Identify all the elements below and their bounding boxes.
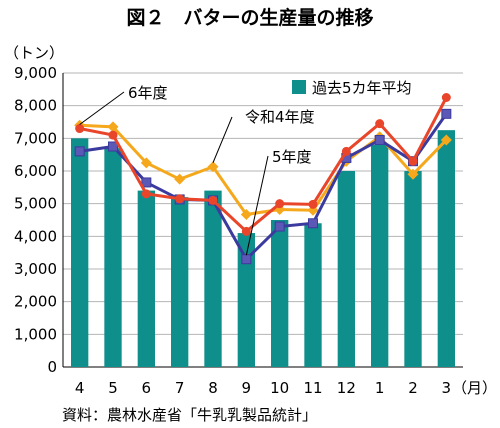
y-tick-label: 6,000 [14,162,57,180]
x-tick-label: 1 [375,379,385,397]
line-square [79,112,448,262]
y-axis-unit: （トン） [4,44,64,62]
callout-leader [245,155,269,256]
point-circle [308,199,318,209]
point-diamond [440,134,452,146]
point-diamond [240,208,252,220]
bar-3 [437,130,455,367]
point-circle [75,124,85,134]
point-circle [241,226,251,236]
callout-leader [212,116,233,163]
point-diamond [207,161,219,173]
point-square [141,177,152,188]
legend-swatch [292,80,306,94]
x-tick-label: 4 [75,379,85,397]
point-diamond [174,173,186,185]
point-circle [275,199,285,209]
point-square [274,221,285,232]
bar-7 [171,197,189,367]
y-tick-label: 2,000 [14,293,57,311]
bar-1 [371,144,389,367]
x-tick-label: 5 [108,379,118,397]
y-tick-label: 9,000 [14,64,57,82]
point-circle [208,195,218,205]
callout-label: 5年度 [272,148,312,166]
y-tick-label: 0 [47,358,57,376]
point-circle [341,146,351,156]
point-circle [408,156,418,166]
point-square [241,254,252,265]
bar-2 [404,171,422,367]
x-tick-label: 10 [270,379,289,397]
bar-11 [304,223,322,367]
point-circle [441,93,451,102]
point-square [374,134,385,145]
x-tick-label: 3 [442,379,452,397]
point-square [74,146,85,157]
point-square [441,108,452,119]
y-tick-label: 3,000 [14,260,57,278]
point-circle [175,194,185,204]
chart-title: 図２ バターの生産量の推移 [126,6,373,29]
y-tick-label: 1,000 [14,325,57,343]
callout-label: 令和4年度 [245,108,315,126]
y-tick-label: 7,000 [14,129,57,147]
point-circle [108,130,118,140]
x-tick-label: 8 [208,379,218,397]
bar-6 [137,190,155,367]
line-circle [79,96,448,234]
y-tick-label: 8,000 [14,97,57,115]
point-diamond [140,157,152,169]
y-tick-label: 5,000 [14,195,57,213]
bar-4 [71,138,89,367]
x-tick-label: 12 [337,379,356,397]
legend-label: 過去5カ年平均 [312,79,412,97]
bar-10 [271,220,289,367]
x-tick-label: 6 [142,379,152,397]
point-square [108,141,118,152]
point-circle [141,189,151,199]
x-tick-label: 7 [175,379,185,397]
callout-leader [79,91,125,125]
source-note: 資料：農林水産省「牛乳乳製品統計」 [62,406,317,424]
point-square [308,218,318,229]
x-axis-unit: （月） [452,379,497,397]
callout-label: 6年度 [128,84,168,102]
bar-5 [104,148,122,367]
point-diamond [107,121,119,133]
bar-8 [204,190,222,367]
x-tick-label: 11 [303,379,322,397]
bar-9 [237,233,255,367]
y-tick-label: 4,000 [14,227,57,245]
x-tick-label: 2 [408,379,418,397]
x-tick-label: 9 [242,379,252,397]
point-diamond [407,168,419,180]
bar-12 [337,171,355,367]
point-circle [375,119,385,129]
